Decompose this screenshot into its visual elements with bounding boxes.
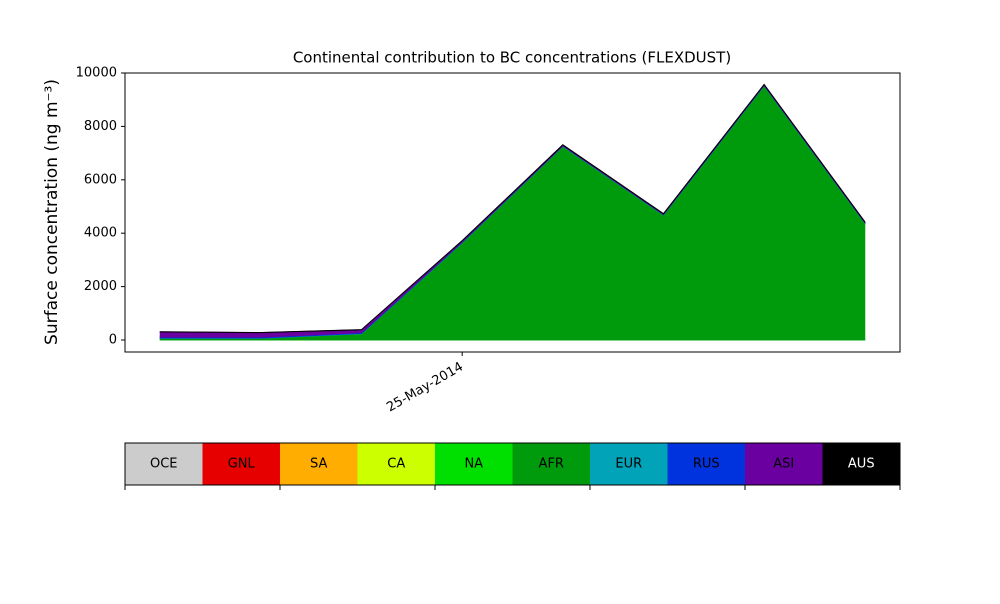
legend-label: AUS (848, 457, 875, 472)
legend-label: RUS (693, 457, 720, 472)
legend-label: NA (464, 457, 483, 472)
area (160, 86, 865, 340)
y-tick-label: 8000 (84, 119, 117, 134)
legend-ticks (125, 485, 900, 490)
chart-title: Continental contribution to BC concentra… (293, 49, 731, 67)
plot-area (160, 84, 865, 340)
y-axis-label: Surface concentration (ng m⁻³) (42, 79, 62, 345)
x-tick-label: 25-May-2014 (384, 360, 466, 416)
legend-label: CA (387, 457, 405, 472)
legend-label: OCE (150, 457, 178, 472)
legend-label: ASI (773, 457, 794, 472)
y-tick-label: 10000 (76, 66, 117, 81)
legend: OCE GNL SA CA NA AFR EUR RUS ASI AUS (125, 443, 900, 485)
y-tick-label: 2000 (84, 279, 117, 294)
legend-label: EUR (615, 457, 642, 472)
y-tick-label: 0 (109, 332, 117, 347)
legend-label: GNL (228, 457, 256, 472)
y-tick-label: 4000 (84, 226, 117, 241)
legend-label: AFR (539, 457, 564, 472)
y-tick-label: 6000 (84, 172, 117, 187)
legend-label: SA (310, 457, 327, 472)
